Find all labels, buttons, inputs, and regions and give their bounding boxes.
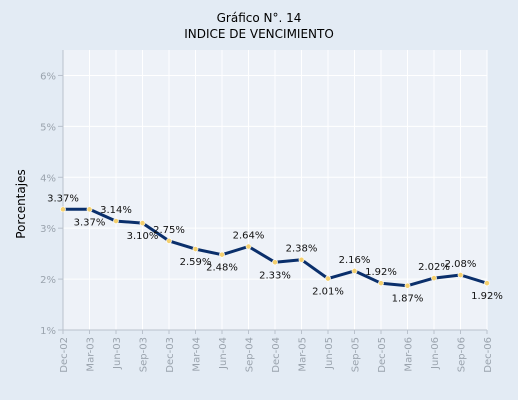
y-axis-label: Porcentajes bbox=[14, 169, 28, 238]
data-point bbox=[272, 259, 278, 266]
x-tick-label: Mar-04 bbox=[192, 337, 203, 372]
data-point bbox=[404, 282, 411, 289]
x-tick-label: Dec-05 bbox=[377, 337, 388, 373]
data-point bbox=[431, 275, 437, 281]
x-tick-label: Sep-05 bbox=[351, 337, 362, 372]
data-label: 3.14% bbox=[100, 205, 132, 216]
data-label: 3.10% bbox=[127, 231, 159, 242]
x-tick-label: Sep-04 bbox=[245, 337, 256, 372]
data-point bbox=[139, 220, 146, 226]
data-label: 2.16% bbox=[339, 255, 371, 266]
x-tick-labels: Dec-02 Mar-03 Jun-03 Sep-03 Dec-03 Mar-04 Jun-… bbox=[59, 337, 494, 373]
x-tick-label: Mar-05 bbox=[298, 337, 309, 372]
x-tick-label: Jun-04 bbox=[218, 337, 229, 370]
chart-title: Gráfico N°. 14 bbox=[217, 11, 302, 25]
y-tick-label: 4% bbox=[40, 173, 56, 184]
axes bbox=[58, 50, 488, 334]
data-labels: 3.37%3.37%3.14%3.10%2.75%2.59%2.48%2.64%… bbox=[47, 193, 503, 304]
y-tick-label: 2% bbox=[40, 275, 56, 286]
data-label: 3.37% bbox=[47, 193, 79, 204]
data-label: 2.48% bbox=[206, 263, 238, 274]
data-point bbox=[484, 280, 490, 287]
data-point bbox=[113, 218, 119, 224]
data-label: 1.87% bbox=[392, 294, 424, 305]
x-tick-label: Jun-05 bbox=[324, 337, 335, 370]
x-tick-label: Mar-06 bbox=[404, 337, 415, 372]
x-tick-label: Sep-03 bbox=[139, 337, 150, 372]
data-label: 2.02% bbox=[418, 262, 450, 273]
data-label: 2.59% bbox=[180, 257, 212, 268]
data-point bbox=[325, 275, 331, 282]
data-label: 2.33% bbox=[259, 270, 291, 281]
data-label: 3.37% bbox=[74, 217, 106, 228]
y-tick-label: 1% bbox=[40, 326, 56, 337]
x-tick-label: Jun-06 bbox=[430, 337, 441, 370]
data-label: 2.08% bbox=[445, 259, 477, 270]
data-point bbox=[60, 206, 66, 213]
data-points bbox=[60, 206, 490, 289]
x-tick-label: Dec-04 bbox=[271, 337, 282, 373]
y-tick-label: 5% bbox=[40, 122, 56, 133]
x-tick-label: Jun-03 bbox=[112, 337, 123, 370]
data-point bbox=[298, 256, 305, 263]
data-point bbox=[351, 268, 358, 274]
data-label: 1.92% bbox=[471, 291, 503, 302]
y-tick-labels: 1% 2% 3% 4% 5% 6% bbox=[40, 71, 56, 337]
x-tick-label: Sep-06 bbox=[457, 337, 468, 372]
x-tick-label: Dec-06 bbox=[483, 337, 494, 373]
data-label: 1.92% bbox=[365, 267, 397, 278]
x-tick-label: Dec-02 bbox=[59, 337, 70, 373]
data-label: 2.38% bbox=[286, 244, 318, 255]
data-point bbox=[166, 238, 172, 244]
x-tick-label: Dec-03 bbox=[165, 337, 176, 373]
data-point bbox=[192, 246, 199, 252]
data-point bbox=[378, 280, 384, 287]
data-label: 2.75% bbox=[153, 225, 185, 236]
data-point bbox=[86, 206, 93, 213]
chart-subtitle: INDICE DE VENCIMIENTO bbox=[184, 27, 334, 41]
x-tick-label: Mar-03 bbox=[86, 337, 97, 372]
data-point bbox=[245, 243, 252, 250]
data-label: 2.64% bbox=[233, 231, 265, 242]
y-tick-label: 6% bbox=[40, 71, 56, 82]
data-point bbox=[219, 251, 225, 258]
data-point bbox=[457, 272, 464, 278]
y-tick-label: 3% bbox=[40, 224, 56, 235]
data-label: 2.01% bbox=[312, 287, 344, 298]
